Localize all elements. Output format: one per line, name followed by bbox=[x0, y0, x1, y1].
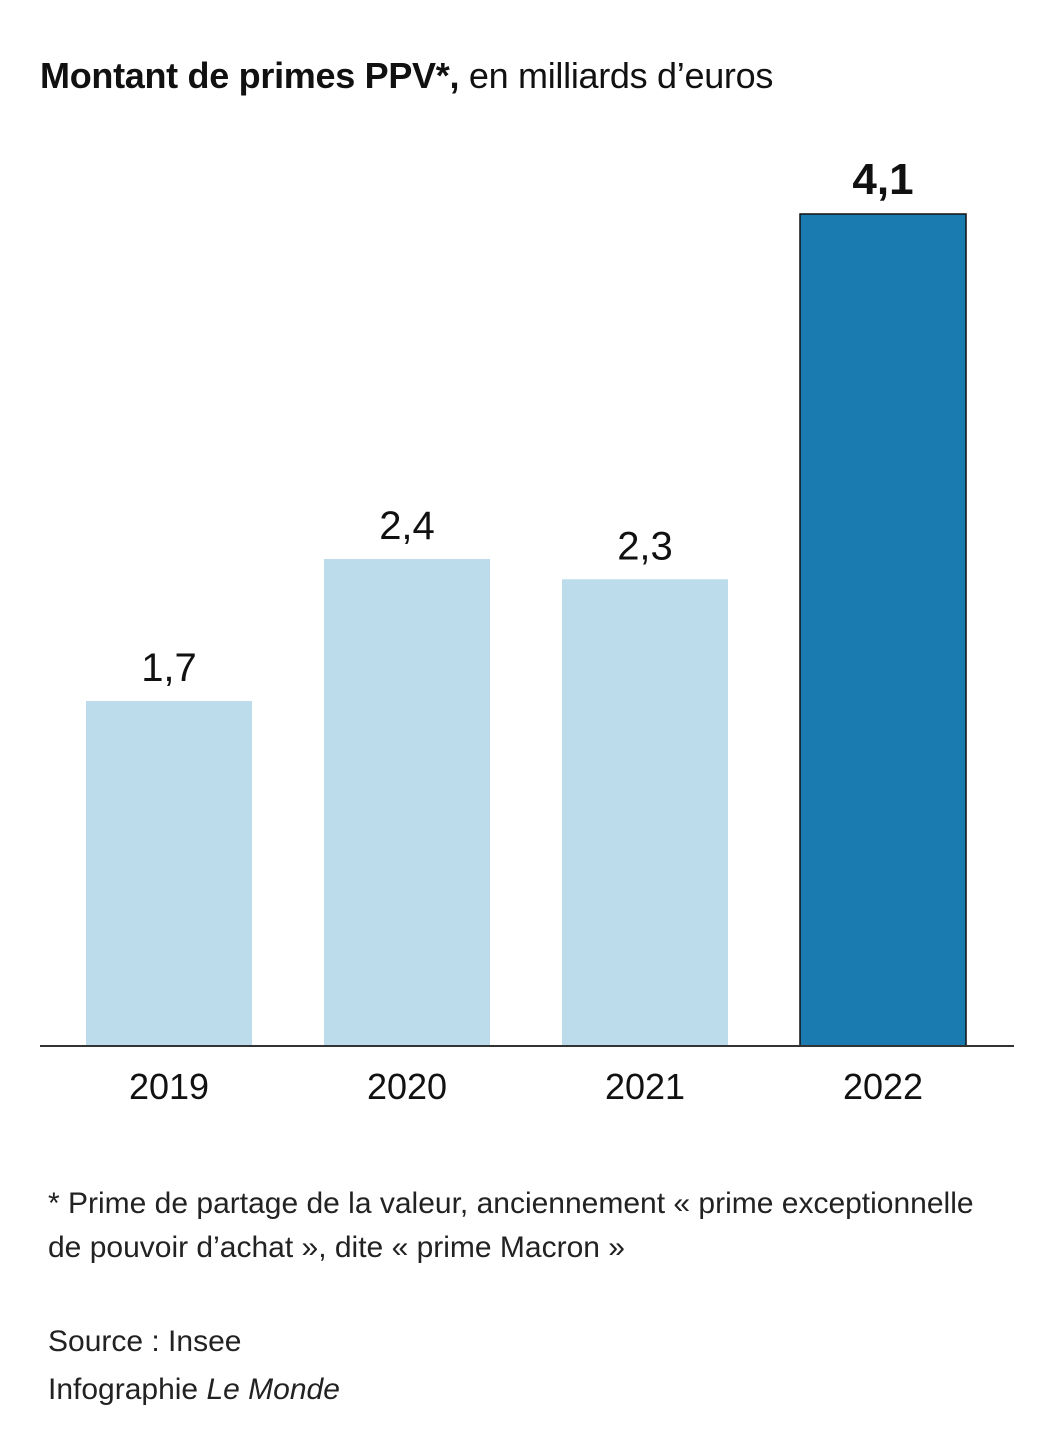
value-label-2022: 4,1 bbox=[852, 155, 913, 204]
source-block: Source : Insee Infographie Le Monde bbox=[48, 1318, 340, 1414]
bar-2020 bbox=[324, 558, 490, 1046]
category-label-2020: 2020 bbox=[367, 1066, 447, 1107]
footnote: * Prime de partage de la valeur, ancienn… bbox=[48, 1187, 974, 1264]
value-label-2020: 2,4 bbox=[379, 504, 435, 548]
category-label-2021: 2021 bbox=[605, 1066, 685, 1107]
chart-title-light: en milliards d’euros bbox=[459, 55, 774, 96]
bar-2019 bbox=[86, 701, 252, 1046]
credit-name: Le Monde bbox=[206, 1373, 340, 1406]
value-label-2021: 2,3 bbox=[617, 524, 673, 568]
bar-2022 bbox=[799, 213, 967, 1047]
category-label-2022: 2022 bbox=[843, 1066, 923, 1107]
bar-chart: 1,7 2019 2,4 2020 2,3 2021 4,1 2022 bbox=[40, 155, 1014, 1107]
chart-title-bold: Montant de primes PPV*, bbox=[40, 55, 460, 96]
category-label-2019: 2019 bbox=[129, 1066, 209, 1107]
value-label-2019: 1,7 bbox=[141, 646, 197, 690]
source-label: Source : Insee bbox=[48, 1325, 242, 1358]
credit-prefix: Infographie bbox=[48, 1373, 207, 1406]
bar-2021 bbox=[562, 579, 728, 1046]
chart-title: Montant de primes PPV*, en milliards d’e… bbox=[40, 50, 773, 102]
credit: Infographie Le Monde bbox=[48, 1366, 340, 1414]
